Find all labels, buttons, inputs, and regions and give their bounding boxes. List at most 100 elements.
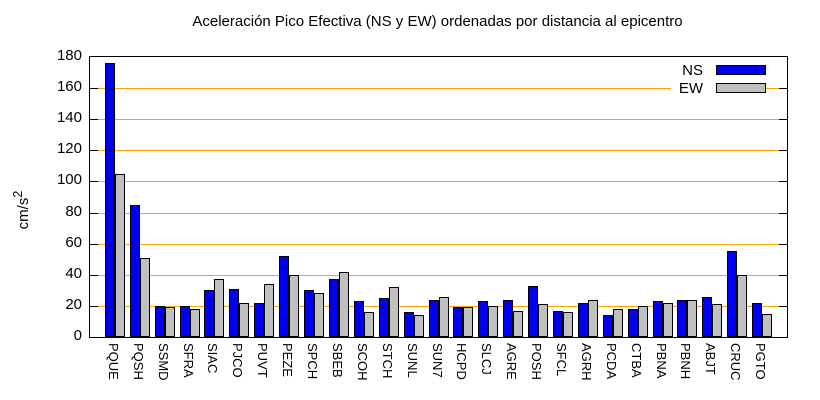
y-tick-right [779, 150, 787, 151]
bar-ns [677, 300, 687, 337]
bar-ew [264, 284, 274, 337]
bar-ew [488, 306, 498, 337]
y-tick-label: 180 [56, 47, 82, 64]
x-tick-label: STCH [380, 343, 395, 379]
bar-ns [329, 279, 339, 337]
y-tick-left [90, 213, 98, 214]
x-tick-label: PJCO [230, 343, 245, 378]
y-tick-right [779, 181, 787, 182]
bar-ew [214, 279, 224, 337]
legend-row-ns: NS [670, 61, 766, 79]
x-tick-label: PGTO [753, 343, 768, 380]
bar-ns [478, 301, 488, 337]
y-tick-label: 160 [56, 78, 82, 95]
legend-swatch-ew [716, 83, 766, 93]
bar-ew [737, 275, 747, 337]
bar-ns [379, 298, 389, 337]
y-tick-label: 60 [65, 234, 82, 251]
y-axis-label-exponent: 2 [11, 190, 25, 198]
y-tick-label: 140 [56, 109, 82, 126]
gridline [98, 244, 779, 245]
y-tick-right [779, 306, 787, 307]
y-axis-label: cm/s2 [8, 170, 32, 250]
bar-ns [603, 315, 613, 337]
bar-ew [513, 311, 523, 337]
bar-ns [254, 303, 264, 337]
y-tick-left [90, 306, 98, 307]
x-tick-label: SUNL [405, 343, 420, 378]
gridline [98, 88, 779, 89]
x-tick-label: SPCH [305, 343, 320, 380]
x-tick-label: SLCJ [479, 343, 494, 375]
y-tick-right [779, 119, 787, 120]
bar-ew [538, 304, 548, 337]
legend-label-ns: NS [682, 61, 703, 79]
bar-ew [638, 306, 648, 337]
x-tick-label: SFRA [181, 343, 196, 378]
bar-ew [762, 314, 772, 337]
gridline [98, 150, 779, 151]
bar-ew [165, 307, 175, 337]
y-tick-left [90, 119, 98, 120]
x-tick-label: AGRH [579, 343, 594, 381]
bar-ew [140, 258, 150, 337]
x-tick-label: SUN7 [430, 343, 445, 378]
bar-ns [528, 286, 538, 337]
bar-ns [304, 290, 314, 337]
bar-ew [389, 287, 399, 337]
bar-ns [155, 306, 165, 337]
bar-ns [702, 297, 712, 337]
bar-ns [229, 289, 239, 337]
x-tick-label: PBNA [654, 343, 669, 379]
gridline [98, 181, 779, 182]
bar-ew [239, 303, 249, 337]
x-tick-label: PBNH [678, 343, 693, 380]
y-tick-left [90, 150, 98, 151]
bar-ew [588, 300, 598, 337]
x-tick-label: CRUC [728, 343, 743, 381]
x-tick-label: SFCL [554, 343, 569, 377]
bar-ns [578, 303, 588, 337]
bar-ns [727, 251, 737, 337]
x-tick-label: PQUE [106, 343, 121, 380]
y-tick-label: 120 [56, 140, 82, 157]
chart-title: Aceleración Pico Efectiva (NS y EW) orde… [192, 13, 683, 30]
y-tick-right [779, 244, 787, 245]
bar-ew [314, 293, 324, 337]
x-tick-label: CTBA [629, 343, 644, 378]
y-tick-left [90, 181, 98, 182]
x-tick-label: SCOH [355, 343, 370, 381]
bar-ns [752, 303, 762, 337]
x-tick-label: SBEB [330, 343, 345, 378]
bar-ew [115, 174, 125, 337]
x-tick-label: SSMD [156, 343, 171, 381]
y-tick-right [779, 213, 787, 214]
y-tick-label: 20 [65, 296, 82, 313]
bar-ns [429, 300, 439, 337]
bar-ns [279, 256, 289, 337]
bar-ew [663, 303, 673, 337]
x-tick-label: PCDA [604, 343, 619, 380]
bar-ew [563, 312, 573, 337]
legend-row-ew: EW [670, 79, 766, 97]
bar-ns [553, 311, 563, 337]
bar-ew [439, 297, 449, 337]
y-tick-label: 40 [65, 265, 82, 282]
bar-ns [653, 301, 663, 337]
bar-ew [687, 300, 697, 337]
bar-ns [105, 63, 115, 337]
y-tick-left [90, 275, 98, 276]
gridline [98, 213, 779, 214]
y-tick-label: 80 [65, 203, 82, 220]
bar-ns [180, 306, 190, 337]
legend-swatch-ns [716, 65, 766, 75]
gridline [98, 119, 779, 120]
bar-ns [453, 307, 463, 337]
legend: NS EW [670, 61, 766, 97]
bar-ew [712, 304, 722, 337]
bar-ew [364, 312, 374, 337]
y-tick-left [90, 88, 98, 89]
legend-label-ew: EW [678, 79, 703, 97]
bar-ns [354, 301, 364, 337]
